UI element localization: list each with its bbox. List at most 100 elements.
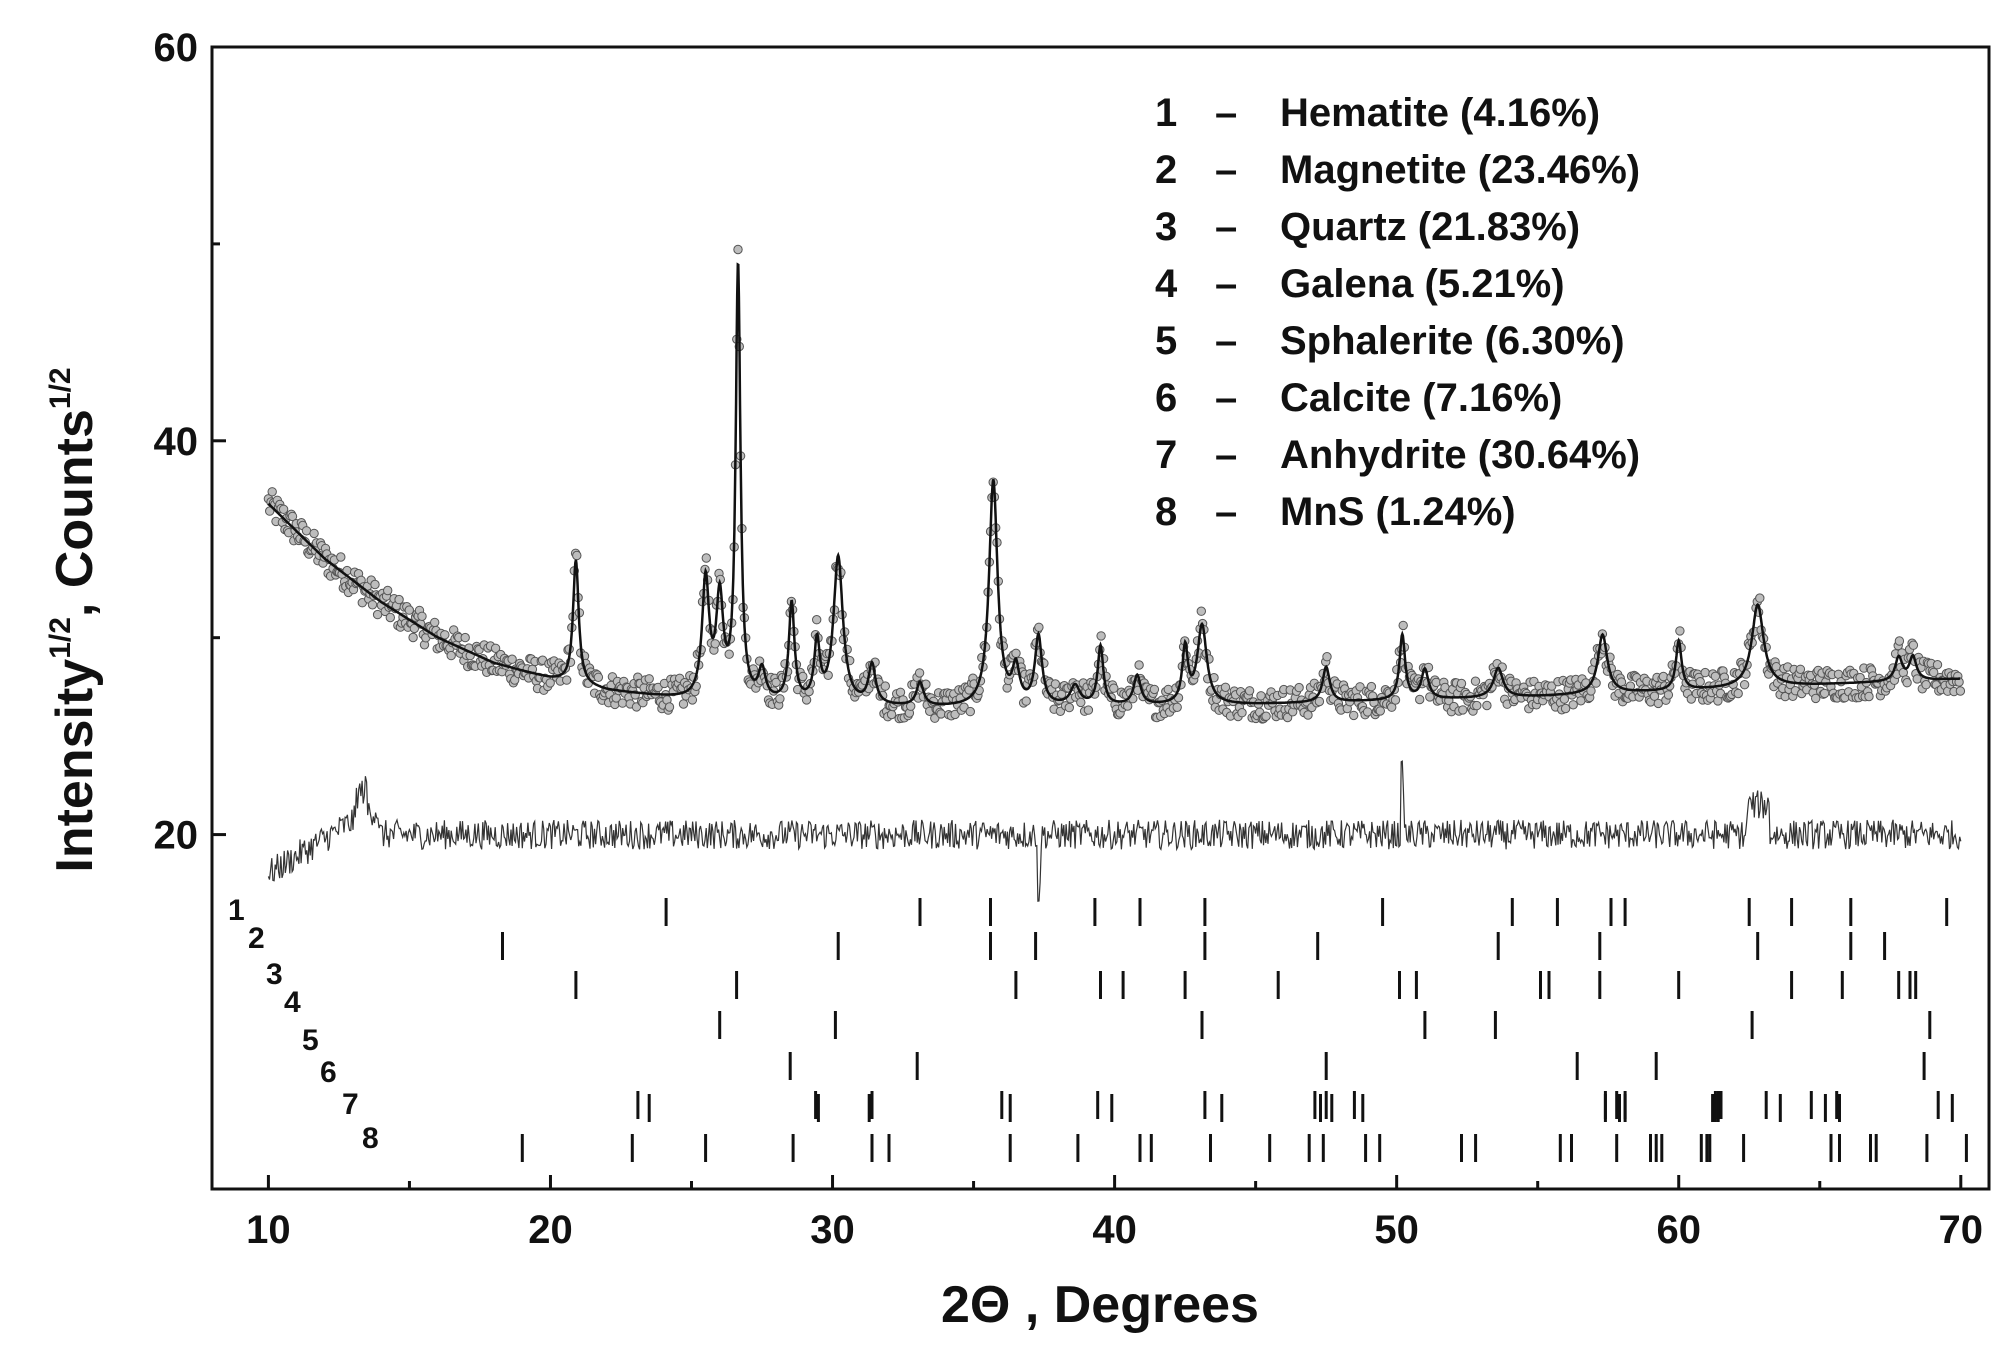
observed-point — [1456, 678, 1467, 689]
legend-number: 8 — [1155, 490, 1177, 534]
plot-frame — [210, 45, 1991, 1191]
observed-point — [1425, 692, 1435, 702]
observed-point — [1109, 683, 1119, 693]
observed-point — [880, 681, 890, 691]
legend-dash: – — [1215, 319, 1237, 363]
y-tick-label: 20 — [154, 814, 199, 858]
observed-point — [417, 611, 427, 621]
legend-item-1: 1– Hematite (4.16%) — [1155, 91, 1600, 135]
observed-data-points — [263, 244, 1966, 724]
observed-point — [1811, 693, 1821, 704]
legend-item-5: 5– Sphalerite (6.30%) — [1155, 319, 1625, 363]
y-tick-label: 40 — [154, 420, 199, 464]
difference-curve — [267, 760, 1962, 902]
observed-point — [440, 630, 450, 640]
legend-label: Calcite (7.16%) — [1280, 376, 1562, 420]
observed-point — [664, 702, 675, 712]
observed-point — [446, 650, 456, 661]
observed-point — [1002, 683, 1012, 693]
y-axis-title: Intensity1/2, Counts1/2 — [44, 367, 104, 872]
observed-point — [1415, 694, 1425, 705]
legend-label: Hematite (4.16%) — [1280, 91, 1600, 135]
observed-point — [1547, 681, 1557, 691]
legend-number: 2 — [1155, 148, 1177, 192]
observed-point — [1244, 686, 1255, 696]
tick-row-4: 4 — [284, 986, 1932, 1039]
observed-point — [1355, 682, 1365, 692]
observed-point — [1649, 691, 1660, 701]
tick-row-1: 1 — [228, 894, 1949, 927]
x-tick-label: 60 — [1656, 1208, 1701, 1252]
observed-point — [701, 553, 711, 563]
observed-point — [562, 675, 572, 685]
observed-point — [367, 600, 378, 610]
observed-point — [507, 654, 517, 664]
observed-point — [370, 579, 380, 590]
observed-point — [265, 506, 275, 516]
observed-point — [801, 695, 812, 705]
tick-row-label: 5 — [302, 1024, 319, 1057]
observed-point — [383, 585, 393, 596]
legend-dash: – — [1215, 433, 1237, 477]
tick-row-label: 3 — [266, 958, 283, 991]
y-tick-label: 60 — [154, 26, 199, 70]
observed-point — [1149, 684, 1160, 695]
observed-point — [300, 537, 310, 547]
observed-point — [687, 695, 698, 705]
legend-label: Galena (5.21%) — [1280, 262, 1565, 306]
observed-point — [886, 709, 897, 720]
observed-point — [1314, 696, 1325, 707]
observed-point — [404, 605, 414, 615]
observed-point — [1902, 678, 1912, 688]
observed-point — [1894, 636, 1905, 646]
observed-point — [1083, 705, 1094, 715]
observed-point — [1710, 671, 1721, 681]
observed-point — [1375, 706, 1386, 716]
observed-point — [1349, 710, 1359, 721]
observed-point — [1795, 664, 1806, 674]
x-tick-label: 20 — [528, 1208, 573, 1252]
observed-point — [1261, 711, 1271, 721]
observed-point — [771, 677, 781, 688]
legend-label: Quartz (21.83%) — [1280, 205, 1580, 249]
legend-number: 5 — [1155, 319, 1177, 363]
observed-point — [1196, 606, 1207, 616]
observed-point — [733, 244, 743, 255]
observed-point — [1237, 708, 1247, 718]
observed-point — [1586, 686, 1596, 696]
calculated-profile — [267, 262, 1961, 706]
tick-row-6: 6 — [320, 1056, 1940, 1119]
observed-point — [336, 552, 346, 562]
observed-point — [959, 702, 969, 712]
observed-point — [1470, 676, 1481, 686]
observed-point — [823, 670, 833, 680]
legend-item-6: 6– Calcite (7.16%) — [1155, 376, 1562, 420]
tick-row-label: 6 — [320, 1056, 337, 1089]
observed-point — [545, 678, 555, 688]
observed-point — [1560, 703, 1571, 714]
tick-row-label: 8 — [362, 1122, 379, 1155]
observed-point — [1929, 667, 1939, 678]
observed-point — [490, 643, 501, 653]
legend-label: Sphalerite (6.30%) — [1280, 319, 1625, 363]
legend-label: MnS (1.24%) — [1280, 490, 1516, 534]
observed-point — [1034, 622, 1044, 632]
y-axis: 20 40 60 — [154, 26, 226, 858]
observed-point — [1482, 700, 1492, 711]
observed-point — [1390, 695, 1401, 705]
tick-row-7: 7 — [342, 1088, 1954, 1122]
legend-number: 3 — [1155, 205, 1177, 249]
observed-point — [287, 511, 298, 522]
observed-point — [1123, 701, 1133, 711]
observed-point — [1021, 696, 1031, 706]
tick-row-label: 2 — [248, 922, 265, 955]
observed-point — [1755, 593, 1765, 603]
observed-point — [775, 694, 785, 704]
observed-point — [1912, 674, 1922, 684]
observed-point — [1559, 694, 1570, 704]
observed-point — [267, 487, 277, 497]
legend-dash: – — [1215, 148, 1237, 192]
tick-row-5: 5 — [302, 1024, 1926, 1080]
